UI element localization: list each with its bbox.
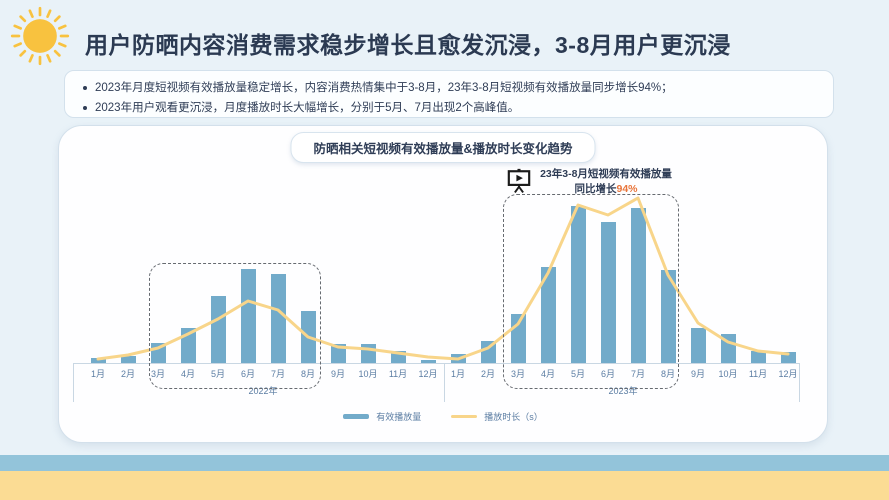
x-axis-group-separator — [444, 363, 445, 402]
legend-line-swatch — [451, 415, 478, 418]
x-axis-month-label: 10月 — [718, 369, 738, 379]
x-axis-month-label: 5月 — [210, 369, 225, 379]
summary-bullet-1: 2023年月度短视频有效播放量稳定增长，内容消费热情集中于3-8月，23年3-8… — [81, 78, 815, 98]
x-axis-month-label: 1月 — [90, 369, 105, 379]
x-axis-month-label: 5月 — [570, 369, 585, 379]
x-axis-month-label: 12月 — [418, 369, 438, 379]
legend-item-bars: 有效播放量 — [343, 410, 421, 423]
bar-2022年-12月 — [420, 360, 436, 363]
bar-2023年-10月 — [720, 334, 736, 363]
x-axis-month-label: 6月 — [600, 369, 615, 379]
highlight-box-2023-mar-aug — [503, 194, 679, 389]
x-axis-year-label: 2023年 — [608, 386, 638, 396]
highlight-box-2022-mar-aug — [149, 263, 321, 389]
x-axis-month-label: 8月 — [300, 369, 315, 379]
chart-plot-area: 1月 2月 3月 4月 5月 6月 7月 8月 9月 10月 11月 12月 1月 2月 3月 4月 5月 6月 7… — [59, 126, 827, 442]
x-axis-month-label: 12月 — [778, 369, 798, 379]
x-axis-month-label: 4月 — [540, 369, 555, 379]
legend-label: 有效播放量 — [376, 412, 422, 422]
x-axis-month-label: 7月 — [630, 369, 645, 379]
bar-2022年-2月 — [120, 356, 136, 363]
x-axis-month-label: 3月 — [510, 369, 525, 379]
x-axis-month-label: 11月 — [748, 369, 768, 379]
legend-item-line: 播放时长（s） — [451, 410, 543, 423]
bar-2022年-9月 — [330, 344, 346, 363]
chart-card: 防晒相关短视频有效播放量&播放时长变化趋势 1月 2月 3月 4月 5月 6月 7月 8月 9月… — [58, 125, 828, 443]
bar-2022年-11月 — [390, 351, 406, 363]
x-axis-month-label: 8月 — [660, 369, 675, 379]
x-axis-group-separator — [73, 363, 74, 402]
x-axis-month-label: 9月 — [690, 369, 705, 379]
annotation-growth-value: 94% — [616, 182, 638, 195]
sun-rays — [10, 6, 70, 66]
legend-label: 播放时长（s） — [484, 412, 543, 422]
summary-bullet-2: 2023年用户观看更沉浸，月度播放时长大幅增长，分别于5月、7月出现2个高峰值。 — [81, 98, 815, 118]
x-axis-year-label: 2022年 — [248, 386, 278, 396]
footer-stripe-yellow — [0, 471, 889, 500]
x-axis-month-label: 2月 — [480, 369, 495, 379]
x-axis-month-label: 7月 — [270, 369, 285, 379]
bullet-dot — [83, 86, 87, 90]
x-axis-month-label: 10月 — [358, 369, 378, 379]
chart-title: 防晒相关短视频有效播放量&播放时长变化趋势 — [290, 132, 596, 163]
page-title: 用户防晒内容消费需求稳步增长且愈发沉浸，3-8月用户更沉浸 — [85, 32, 731, 58]
x-axis-month-label: 4月 — [180, 369, 195, 379]
bar-2023年-2月 — [480, 341, 496, 363]
bar-2023年-12月 — [780, 352, 796, 363]
x-axis-month-label: 11月 — [388, 369, 408, 379]
annotation-line2: 同比增长94% — [574, 182, 638, 195]
footer-stripe-blue — [0, 455, 889, 471]
bar-2022年-10月 — [360, 344, 376, 363]
bullet-dot — [83, 106, 87, 110]
x-axis-line — [73, 363, 799, 364]
legend-bar-swatch — [343, 414, 370, 419]
annotation-text: 23年3-8月短视频有效播放量 同比增长94% — [535, 167, 677, 196]
x-axis-month-label: 2月 — [120, 369, 135, 379]
projector-screen-play-icon — [507, 168, 531, 194]
bar-2023年-11月 — [750, 351, 766, 363]
bar-2022年-1月 — [90, 358, 106, 363]
x-axis-month-label: 3月 — [150, 369, 165, 379]
bar-2023年-1月 — [450, 354, 466, 363]
summary-bullet-text: 2023年月度短视频有效播放量稳定增长，内容消费热情集中于3-8月，23年3-8… — [95, 82, 673, 94]
chart-legend: 有效播放量 播放时长（s） — [59, 410, 827, 423]
x-axis-month-label: 6月 — [240, 369, 255, 379]
summary-bullet-text: 2023年用户观看更沉浸，月度播放时长大幅增长，分别于5月、7月出现2个高峰值。 — [95, 102, 520, 114]
x-axis-month-label: 9月 — [330, 369, 345, 379]
bar-2023年-9月 — [690, 328, 706, 363]
x-axis-month-label: 1月 — [450, 369, 465, 379]
sun-icon — [10, 6, 70, 66]
annotation-line1: 23年3-8月短视频有效播放量 — [540, 168, 672, 180]
x-axis-group-separator — [799, 363, 800, 402]
summary-box: 2023年月度短视频有效播放量稳定增长，内容消费热情集中于3-8月，23年3-8… — [64, 70, 834, 118]
